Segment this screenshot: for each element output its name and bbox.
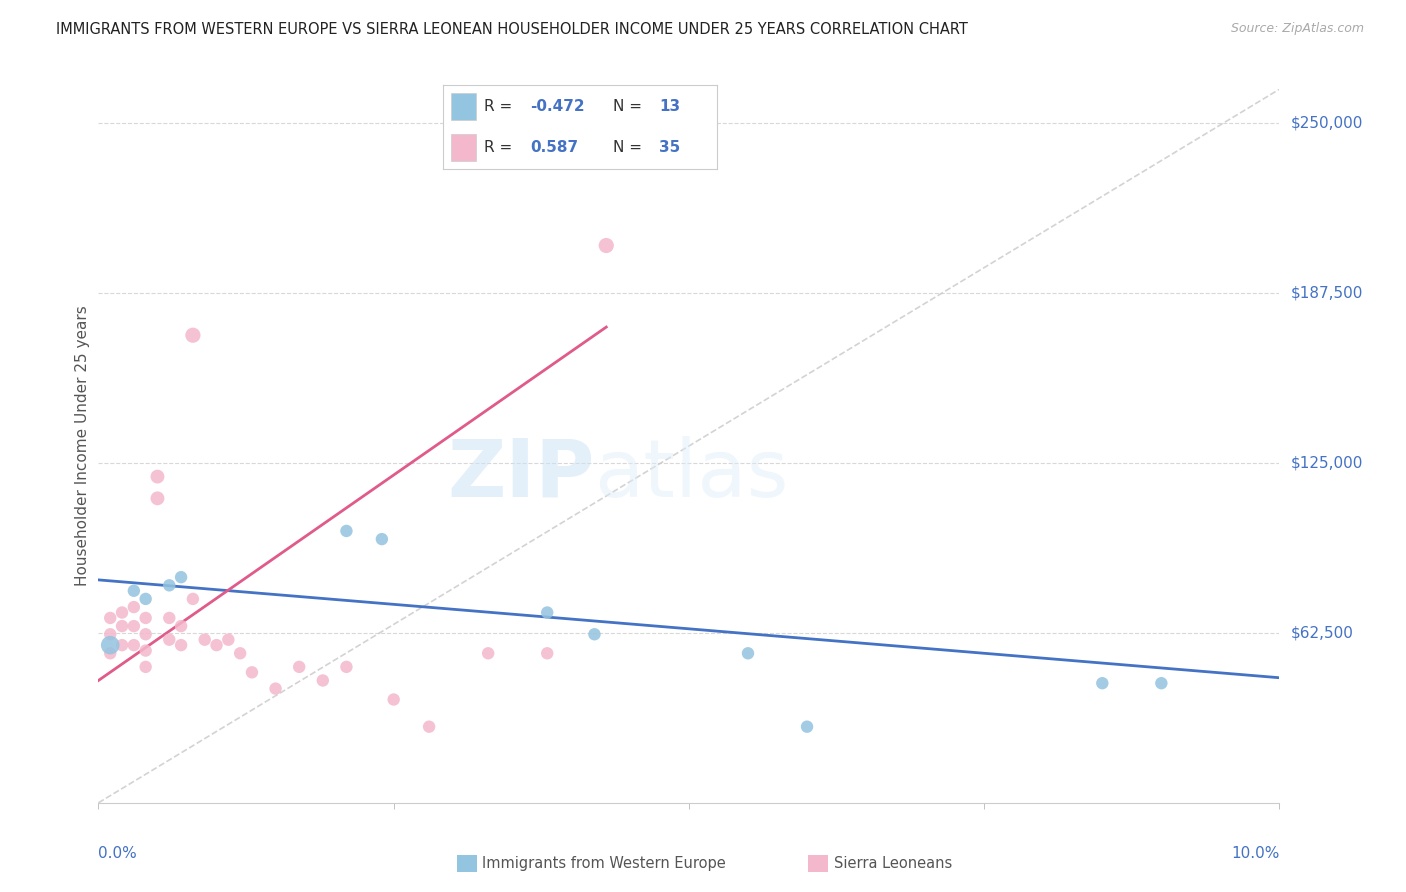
Point: [170, 619, 193, 633]
Point: [111, 606, 134, 620]
Text: atlas: atlas: [595, 435, 789, 514]
Text: 0.587: 0.587: [530, 140, 579, 155]
Point: [229, 646, 252, 660]
Point: [382, 692, 405, 706]
Point: [157, 611, 180, 625]
Point: [181, 328, 204, 343]
Point: [205, 638, 228, 652]
Point: [335, 524, 357, 538]
Point: [737, 646, 759, 660]
Point: [312, 673, 335, 688]
Point: [157, 632, 180, 647]
Point: [583, 627, 606, 641]
Point: [146, 469, 169, 483]
Point: [595, 238, 617, 252]
Text: 13: 13: [659, 99, 681, 114]
Point: [111, 638, 134, 652]
Point: [194, 632, 217, 647]
Point: [288, 660, 311, 674]
Text: ZIP: ZIP: [447, 435, 595, 514]
Text: Immigrants from Western Europe: Immigrants from Western Europe: [482, 856, 725, 871]
Point: [146, 491, 169, 506]
Point: [536, 646, 558, 660]
Point: [135, 643, 157, 657]
Point: [135, 627, 157, 641]
Point: [98, 611, 121, 625]
Point: [135, 660, 157, 674]
Point: [135, 591, 157, 606]
Point: [477, 646, 499, 660]
Point: [264, 681, 287, 696]
Text: N =: N =: [613, 99, 647, 114]
Point: [418, 720, 440, 734]
Point: [1150, 676, 1173, 690]
Text: Source: ZipAtlas.com: Source: ZipAtlas.com: [1230, 22, 1364, 36]
Point: [122, 600, 145, 615]
Point: [157, 578, 180, 592]
Point: [98, 646, 121, 660]
Point: [796, 720, 818, 734]
Point: [170, 570, 193, 584]
Point: [111, 619, 134, 633]
Text: 35: 35: [659, 140, 681, 155]
Point: [122, 583, 145, 598]
Point: [170, 638, 193, 652]
Text: Sierra Leoneans: Sierra Leoneans: [834, 856, 952, 871]
Text: $62,500: $62,500: [1291, 625, 1354, 640]
Point: [122, 638, 145, 652]
Text: 10.0%: 10.0%: [1232, 846, 1279, 861]
Bar: [451, 134, 475, 161]
Point: [1091, 676, 1114, 690]
Text: -0.472: -0.472: [530, 99, 585, 114]
Text: R =: R =: [484, 140, 517, 155]
Text: $250,000: $250,000: [1291, 116, 1362, 131]
Point: [335, 660, 357, 674]
Point: [122, 619, 145, 633]
Point: [181, 591, 204, 606]
Text: IMMIGRANTS FROM WESTERN EUROPE VS SIERRA LEONEAN HOUSEHOLDER INCOME UNDER 25 YEA: IMMIGRANTS FROM WESTERN EUROPE VS SIERRA…: [56, 22, 969, 37]
Text: $187,500: $187,500: [1291, 285, 1362, 301]
Point: [240, 665, 263, 680]
Point: [98, 638, 121, 652]
Y-axis label: Householder Income Under 25 years: Householder Income Under 25 years: [75, 306, 90, 586]
Text: $125,000: $125,000: [1291, 456, 1362, 470]
Point: [371, 532, 394, 546]
Text: N =: N =: [613, 140, 647, 155]
Text: R =: R =: [484, 99, 517, 114]
Point: [217, 632, 239, 647]
Point: [135, 611, 157, 625]
Point: [536, 606, 558, 620]
Bar: [451, 93, 475, 120]
Point: [98, 627, 121, 641]
Text: 0.0%: 0.0%: [98, 846, 138, 861]
